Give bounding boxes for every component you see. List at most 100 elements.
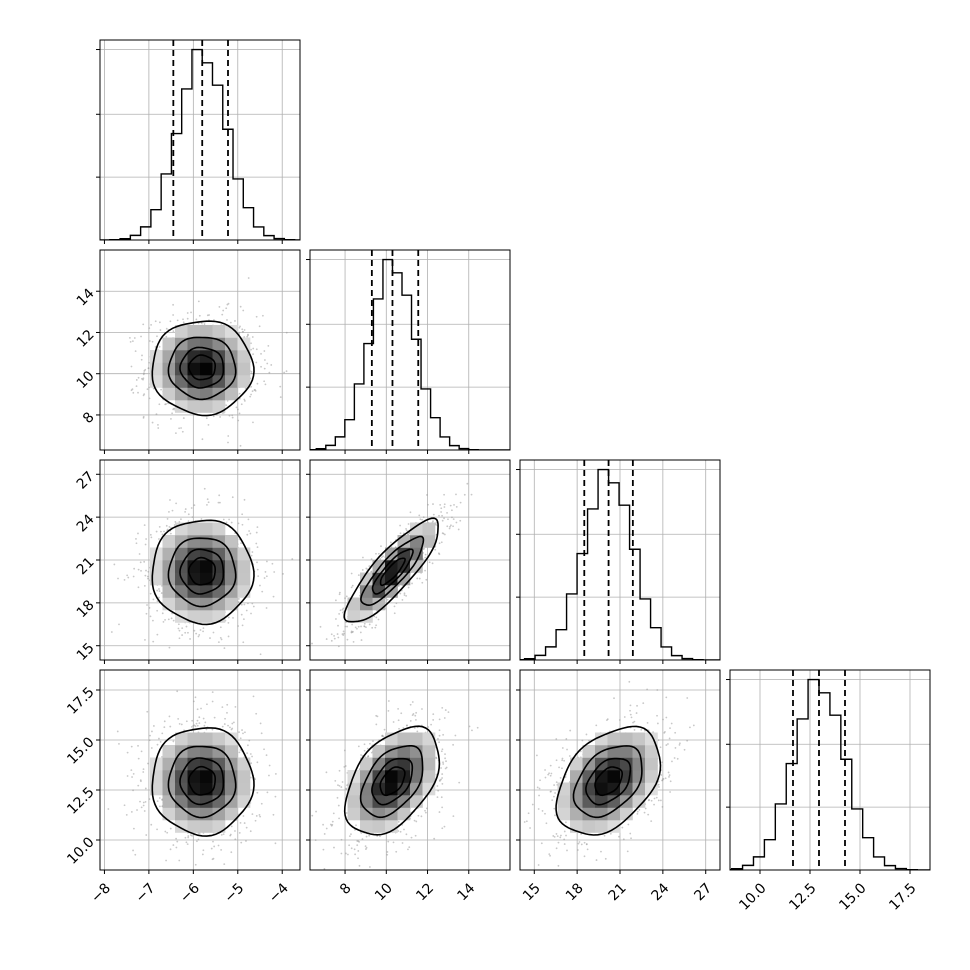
scatter-point — [228, 518, 230, 521]
panel-frame — [99, 39, 301, 241]
scatter-point — [434, 548, 437, 551]
scatter-point — [132, 827, 135, 830]
scatter-point — [175, 502, 178, 505]
scatter-point — [259, 653, 262, 656]
scatter-point — [168, 646, 171, 649]
scatter-point — [415, 719, 417, 721]
contour-2-0-3 — [187, 556, 216, 586]
scatter-point — [137, 568, 140, 571]
scatter-point — [356, 840, 359, 842]
scatter-point — [344, 597, 346, 600]
scatter-point — [418, 514, 421, 517]
density-cell — [360, 757, 373, 771]
scatter-point — [261, 314, 264, 317]
scatter-point — [144, 574, 147, 577]
density-cell — [410, 732, 423, 746]
density-cell — [372, 745, 386, 758]
scatter-point — [134, 350, 137, 353]
scatter-point — [463, 493, 466, 496]
scatter-point — [436, 785, 439, 787]
density-cell — [372, 807, 386, 821]
scatter-point — [126, 574, 129, 577]
scatter-point — [337, 784, 339, 787]
scatter-point — [266, 791, 269, 794]
scatter-point — [231, 727, 234, 730]
scatter-point — [360, 754, 362, 756]
scatter-point — [182, 318, 184, 321]
scatter-point — [142, 394, 145, 397]
scatter-point — [178, 722, 181, 725]
scatter-point — [397, 830, 400, 832]
scatter-point — [365, 846, 368, 849]
density-cell — [175, 325, 188, 338]
scatter-point — [441, 532, 444, 535]
scatter-point — [187, 467, 189, 469]
density-cell — [372, 820, 386, 833]
scatter-point — [127, 576, 130, 579]
density-cell — [225, 795, 238, 808]
scatter-point — [360, 639, 363, 641]
scatter-point — [207, 883, 209, 885]
density-cell — [162, 375, 176, 388]
scatter-point — [375, 624, 378, 627]
scatter-point — [250, 372, 253, 375]
scatter-point — [338, 784, 341, 787]
contour-3-1-1 — [359, 745, 424, 819]
scatter-point — [373, 615, 376, 618]
scatter-point — [155, 413, 158, 416]
scatter-point — [438, 718, 441, 721]
scatter-point — [238, 598, 240, 600]
scatter-point — [230, 521, 233, 524]
scatter-point — [181, 430, 184, 433]
x-tick-label-0-3: −5 — [221, 880, 247, 906]
scatter-point — [195, 318, 198, 321]
scatter-point — [427, 503, 429, 506]
scatter-point — [217, 844, 220, 847]
density-cell — [162, 547, 176, 561]
scatter-point — [244, 731, 246, 734]
scatter-point — [314, 839, 317, 842]
scatter-point — [370, 751, 373, 754]
scatter-point — [343, 632, 346, 635]
scatter-point — [251, 336, 254, 338]
y-tick-label-2-4: 27 — [74, 469, 98, 493]
scatter-point — [160, 388, 162, 391]
scatter-point — [221, 725, 224, 728]
scatter-point — [387, 700, 390, 702]
scatter-point — [438, 542, 441, 545]
density-cell — [397, 745, 411, 758]
scatter-point — [247, 277, 250, 279]
contour-2-1-1 — [360, 535, 425, 607]
scatter-point — [147, 762, 149, 765]
scatter-point — [261, 590, 264, 593]
scatter-point — [392, 721, 395, 723]
scatter-point — [375, 552, 377, 555]
scatter-point — [205, 417, 208, 420]
scatter-point — [150, 747, 153, 749]
scatter-point — [238, 751, 241, 754]
scatter-point — [250, 385, 253, 388]
scatter-point — [444, 753, 446, 756]
scatter-point — [455, 493, 457, 496]
scatter-point — [205, 728, 208, 731]
density-cell — [225, 375, 238, 388]
scatter-point — [268, 371, 271, 374]
scatter-point — [238, 831, 241, 834]
scatter-point — [408, 846, 411, 849]
scatter-point — [167, 618, 170, 621]
scatter-point — [137, 744, 139, 747]
scatter-point — [239, 305, 242, 308]
scatter-point — [144, 787, 147, 790]
scatter-point — [239, 737, 242, 740]
scatter-point — [130, 745, 133, 748]
scatter-point — [219, 636, 222, 639]
scatter-point — [152, 640, 155, 643]
scatter-point — [362, 556, 364, 559]
scatter-point — [439, 503, 442, 506]
scatter-point — [409, 720, 412, 722]
scatter-point — [219, 416, 222, 418]
scatter-point — [193, 629, 196, 632]
scatter-point — [323, 833, 326, 835]
scatter-point — [455, 505, 458, 508]
scatter-point — [172, 303, 174, 306]
